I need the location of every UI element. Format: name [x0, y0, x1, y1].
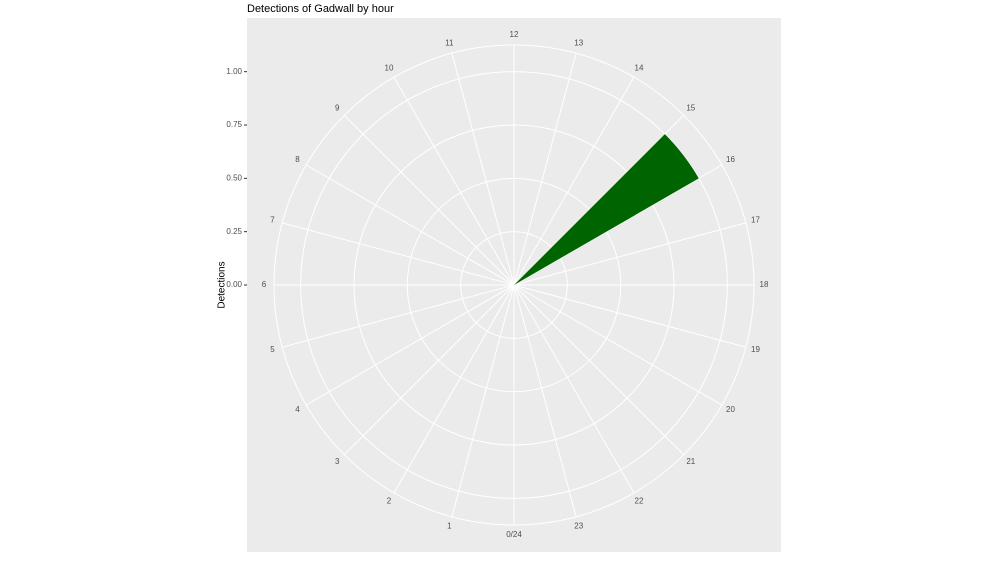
x-tick-label: 3: [335, 457, 340, 466]
x-tick-label: 10: [385, 64, 394, 73]
x-tick-label: 2: [387, 497, 392, 506]
grid-line: [305, 284, 515, 406]
x-tick-label: 18: [760, 280, 769, 289]
y-axis-title: Detections: [217, 261, 228, 308]
y-tick-label: 1.00: [226, 67, 242, 76]
grid-line: [513, 284, 746, 348]
grid-line: [282, 222, 515, 286]
x-tick-label: 4: [295, 405, 300, 414]
y-tick-label: 0.75: [226, 120, 242, 129]
grid-line: [282, 284, 515, 348]
grid-line: [451, 53, 515, 286]
grid-line: [513, 284, 635, 494]
x-tick-label: 6: [262, 280, 267, 289]
x-tick-label: 22: [635, 497, 644, 506]
x-tick-label: 15: [686, 103, 695, 112]
grid-line: [513, 284, 685, 456]
x-tick-label: 16: [726, 155, 735, 164]
chart-title: Detections of Gadwall by hour: [247, 3, 394, 15]
grid-line: [513, 76, 635, 286]
grid-line: [393, 284, 515, 494]
x-tick-label: 0/24: [506, 530, 522, 539]
x-tick-label: 21: [686, 457, 695, 466]
x-tick-label: 23: [574, 522, 583, 531]
x-tick-label: 1: [447, 522, 452, 531]
x-tick-label: 13: [574, 39, 583, 48]
grid-line: [343, 114, 515, 286]
bar: [514, 134, 699, 285]
y-tick-label: 0.50: [226, 173, 242, 182]
grid-line: [343, 284, 515, 456]
x-tick-label: 9: [335, 103, 340, 112]
x-tick-label: 5: [270, 345, 275, 354]
x-tick-label: 14: [635, 64, 644, 73]
grid-line: [513, 284, 577, 517]
grid-line: [513, 222, 746, 286]
x-tick-label: 7: [270, 215, 275, 224]
y-tick-label: 0.25: [226, 227, 242, 236]
x-tick-label: 17: [751, 215, 760, 224]
grid-line: [451, 284, 515, 517]
grid-line: [513, 53, 577, 286]
y-tick-label: 0.00: [226, 280, 242, 289]
x-tick-label: 12: [510, 30, 519, 39]
x-tick-label: 11: [445, 39, 454, 48]
grid-line: [305, 164, 515, 286]
grid-line: [513, 284, 723, 406]
x-tick-label: 8: [295, 155, 300, 164]
x-tick-label: 19: [751, 345, 760, 354]
x-tick-label: 20: [726, 405, 735, 414]
grid-line: [393, 76, 515, 286]
